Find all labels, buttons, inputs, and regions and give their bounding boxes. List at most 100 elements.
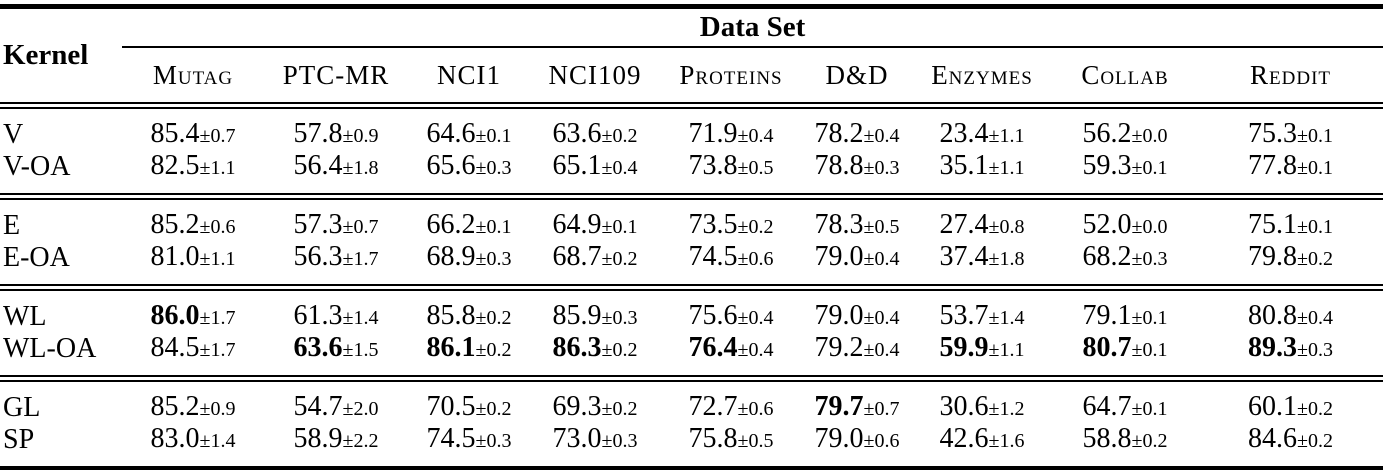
cell-value: 79.0 — [814, 423, 864, 454]
table-cell: 79.0±0.4 — [802, 242, 912, 288]
table-cell: 86.1±0.2 — [408, 333, 530, 379]
results-table: Kernel Data Set Mutag PTC-MR NCI1 NCI109 Pro… — [0, 4, 1383, 470]
cell-stddev: ±0.2 — [1297, 398, 1334, 420]
cell-stddev: ±0.4 — [737, 307, 774, 329]
table-cell: 57.8±0.9 — [264, 106, 408, 152]
table-cell: 68.2±0.3 — [1052, 242, 1198, 288]
cell-stddev: ±0.3 — [863, 157, 900, 179]
cell-stddev: ±0.4 — [863, 125, 900, 147]
table-cell: 79.0±0.6 — [802, 424, 912, 468]
table-cell: 75.3±0.1 — [1198, 106, 1383, 152]
cell-value: 85.4 — [150, 118, 200, 149]
cell-stddev: ±1.4 — [342, 307, 379, 329]
cell-stddev: ±0.5 — [737, 430, 774, 452]
cell-stddev: ±0.4 — [863, 339, 900, 361]
row-group: GL 85.2±0.9 54.7±2.0 70.5±0.2 69.3±0.2 72.7±0… — [0, 378, 1383, 469]
col-header-proteins: Proteins — [679, 59, 783, 90]
cell-value: 74.5 — [688, 241, 738, 272]
cell-value: 75.1 — [1248, 209, 1298, 240]
table-cell: 65.1±0.4 — [530, 151, 660, 197]
table-header: Kernel Data Set Mutag PTC-MR NCI1 NCI109 Pro… — [0, 6, 1383, 106]
cell-stddev: ±0.4 — [737, 339, 774, 361]
table-cell: 85.4±0.7 — [122, 106, 264, 152]
table-cell: 59.9±1.1 — [912, 333, 1052, 379]
table-cell: 84.6±0.2 — [1198, 424, 1383, 468]
cell-stddev: ±0.3 — [1131, 248, 1168, 270]
table-cell: 23.4±1.1 — [912, 106, 1052, 152]
table-cell: 81.0±1.1 — [122, 242, 264, 288]
cell-value: 85.2 — [150, 391, 200, 422]
column-header-row: Mutag PTC-MR NCI1 NCI109 Proteins D&D Enzymes C… — [0, 47, 1383, 106]
cell-value: 35.1 — [939, 150, 989, 181]
cell-value: 65.1 — [552, 150, 602, 181]
cell-value: 68.9 — [426, 241, 476, 272]
cell-value: 86.3 — [552, 332, 602, 363]
cell-stddev: ±0.7 — [863, 398, 900, 420]
cell-value: 60.1 — [1248, 391, 1298, 422]
cell-stddev: ±0.3 — [475, 157, 512, 179]
cell-value: 73.5 — [688, 209, 738, 240]
table-cell: 86.0±1.7 — [122, 288, 264, 334]
row-label: V — [3, 119, 24, 150]
table-cell: 63.6±1.5 — [264, 333, 408, 379]
cell-stddev: ±0.2 — [1131, 430, 1168, 452]
table-row: SP 83.0±1.4 58.9±2.2 74.5±0.3 73.0±0.3 75.8±0… — [0, 424, 1383, 468]
cell-value: 64.7 — [1082, 391, 1132, 422]
col-header-nci1: NCI1 — [437, 59, 501, 90]
cell-stddev: ±2.0 — [342, 398, 379, 420]
table-cell: 79.1±0.1 — [1052, 288, 1198, 334]
cell-value: 75.6 — [688, 300, 738, 331]
cell-stddev: ±1.6 — [988, 430, 1025, 452]
row-label: GL — [3, 392, 41, 423]
cell-stddev: ±0.1 — [1297, 157, 1334, 179]
cell-value: 42.6 — [939, 423, 989, 454]
table-cell: 64.6±0.1 — [408, 106, 530, 152]
cell-value: 80.7 — [1082, 332, 1132, 363]
table-cell: 78.8±0.3 — [802, 151, 912, 197]
cell-stddev: ±0.1 — [1131, 398, 1168, 420]
table-cell: 64.7±0.1 — [1052, 379, 1198, 425]
cell-value: 54.7 — [293, 391, 343, 422]
cell-value: 79.8 — [1248, 241, 1298, 272]
cell-value: 58.8 — [1082, 423, 1132, 454]
table-cell: 68.7±0.2 — [530, 242, 660, 288]
cell-value: 71.9 — [688, 118, 738, 149]
table-cell: 85.2±0.9 — [122, 379, 264, 425]
cell-stddev: ±0.1 — [475, 125, 512, 147]
cell-stddev: ±0.7 — [199, 125, 236, 147]
table-cell: 79.2±0.4 — [802, 333, 912, 379]
cell-value: 69.3 — [552, 391, 602, 422]
cell-stddev: ±1.8 — [988, 248, 1025, 270]
table-row: WL-OA 84.5±1.7 63.6±1.5 86.1±0.2 86.3±0.2 76.… — [0, 333, 1383, 379]
table-row: V 85.4±0.7 57.8±0.9 64.6±0.1 63.6±0.2 71.9±0.… — [0, 106, 1383, 152]
table-cell: 56.2±0.0 — [1052, 106, 1198, 152]
table-cell: 72.7±0.6 — [660, 379, 802, 425]
cell-stddev: ±0.4 — [601, 157, 638, 179]
table-cell: 58.9±2.2 — [264, 424, 408, 468]
cell-stddev: ±0.3 — [475, 430, 512, 452]
cell-stddev: ±0.2 — [475, 339, 512, 361]
table-cell: 73.0±0.3 — [530, 424, 660, 468]
table-cell: 53.7±1.4 — [912, 288, 1052, 334]
cell-stddev: ±1.1 — [988, 157, 1025, 179]
cell-stddev: ±0.1 — [1131, 307, 1168, 329]
table-row: E-OA 81.0±1.1 56.3±1.7 68.9±0.3 68.7±0.2 74.5… — [0, 242, 1383, 288]
table-cell: 54.7±2.0 — [264, 379, 408, 425]
table-cell: 79.0±0.4 — [802, 288, 912, 334]
cell-value: 83.0 — [150, 423, 200, 454]
cell-stddev: ±0.6 — [863, 430, 900, 452]
cell-stddev: ±1.4 — [199, 430, 236, 452]
cell-value: 57.8 — [293, 118, 343, 149]
cell-stddev: ±0.3 — [601, 307, 638, 329]
cell-value: 73.8 — [688, 150, 738, 181]
table-cell: 82.5±1.1 — [122, 151, 264, 197]
table-cell: 85.2±0.6 — [122, 197, 264, 243]
table-cell: 84.5±1.7 — [122, 333, 264, 379]
cell-value: 56.4 — [293, 150, 343, 181]
cell-stddev: ±0.2 — [601, 248, 638, 270]
col-header-ptc-mr: PTC-MR — [282, 59, 390, 90]
cell-value: 78.8 — [814, 150, 864, 181]
row-label: WL — [3, 301, 47, 332]
cell-value: 85.9 — [552, 300, 602, 331]
cell-stddev: ±0.1 — [1297, 216, 1334, 238]
